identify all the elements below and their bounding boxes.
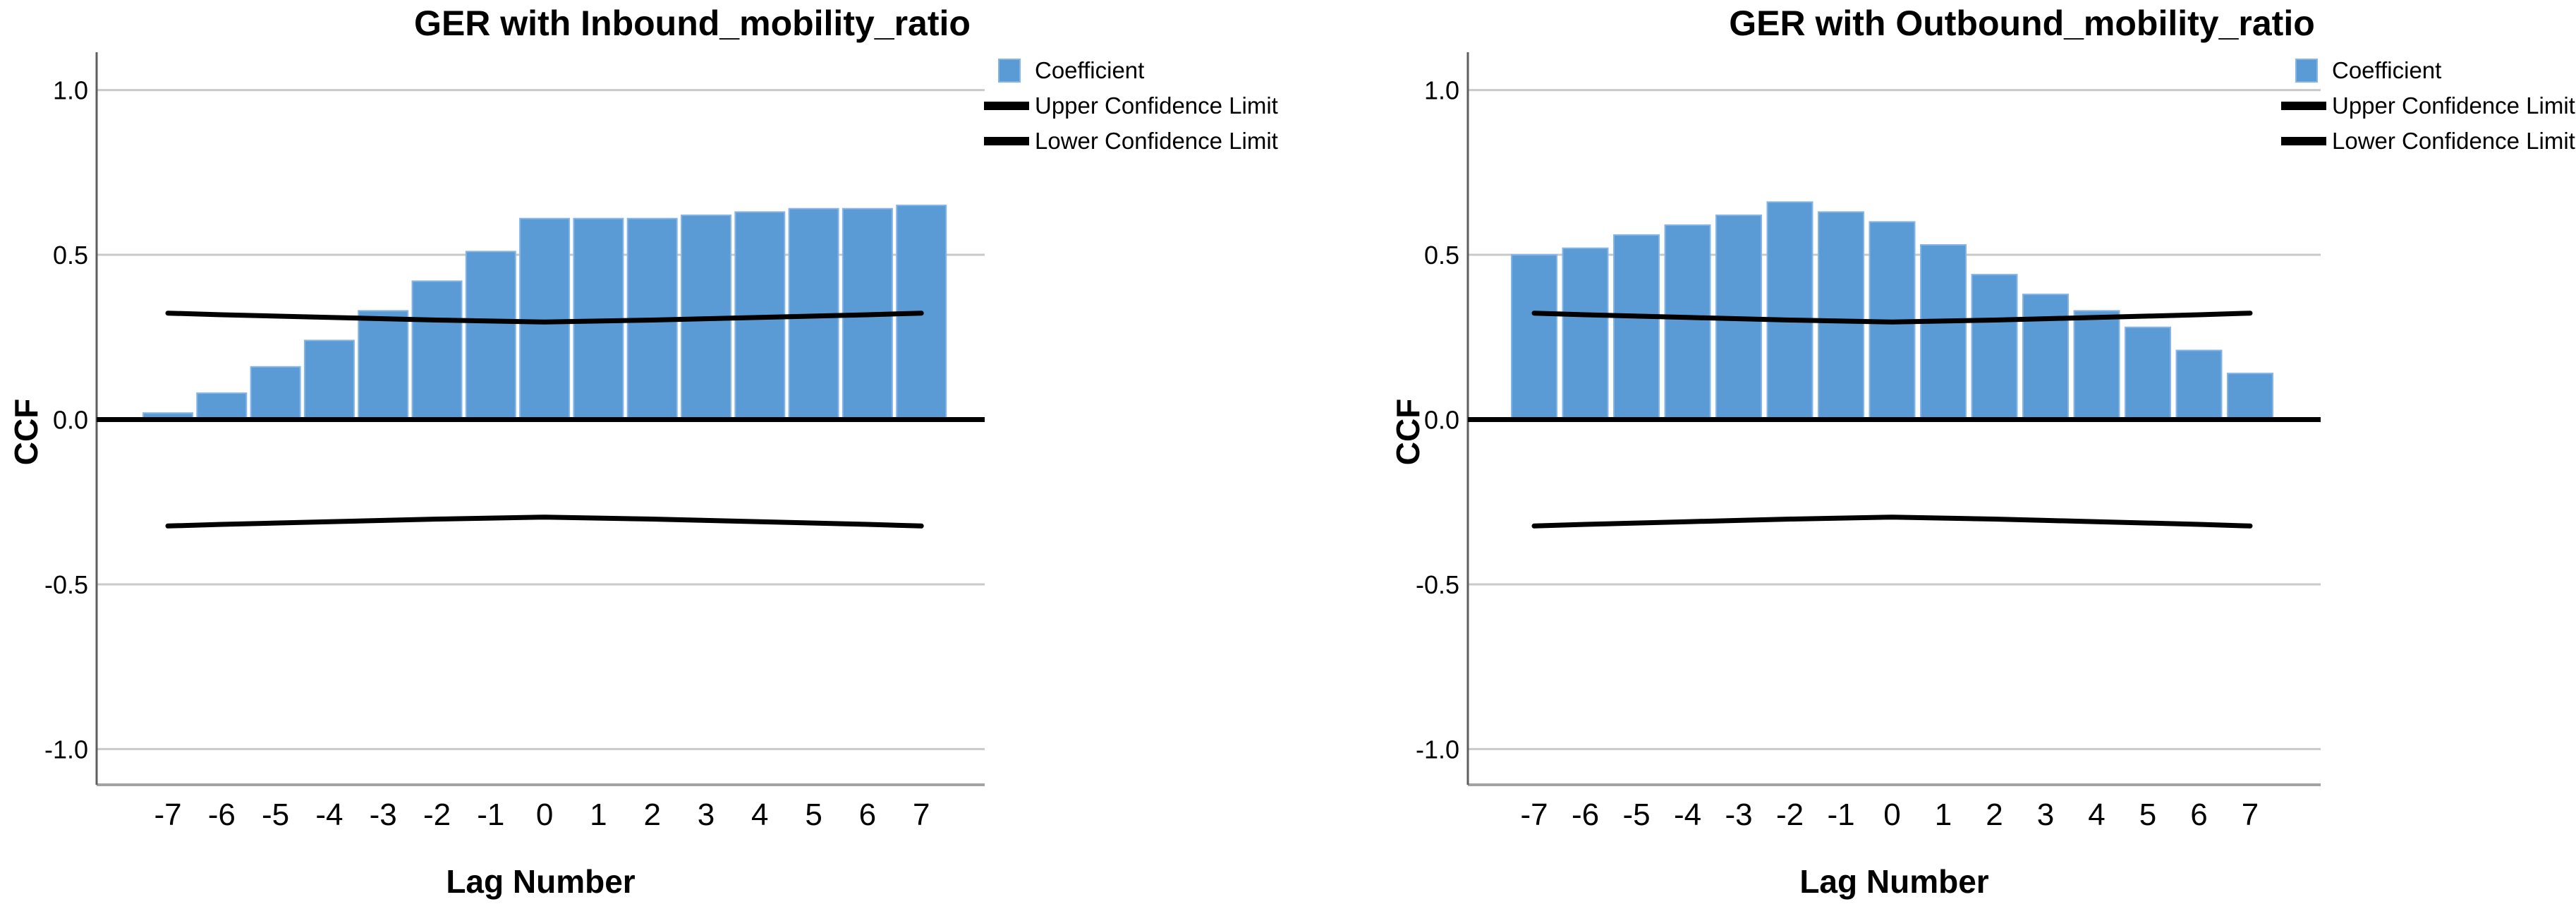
- x-tick-label: 2: [1986, 797, 2003, 832]
- legend-upper-limit-label: Upper Confidence Limit: [2332, 92, 2575, 119]
- lower-limit-line-swatch-icon: [2281, 137, 2326, 145]
- lower-confidence-line: [1531, 514, 2253, 529]
- y-tick-label: -0.5: [1416, 570, 1459, 599]
- x-tick-label: 4: [2088, 797, 2105, 832]
- lower-limit-line-swatch-icon: [984, 137, 1029, 145]
- x-tick-label: 6: [2190, 797, 2207, 832]
- coefficient-bar: [2125, 326, 2171, 421]
- coefficient-bar: [1920, 244, 1967, 421]
- x-tick-label: -3: [1725, 797, 1752, 832]
- y-tick-label: 0.5: [1424, 241, 1459, 270]
- x-tick-label: 6: [859, 797, 876, 832]
- y-axis-title: CCF: [1390, 398, 1426, 466]
- legend-item-coefficient: Coefficient: [984, 56, 1278, 85]
- x-tick-label: 5: [805, 797, 822, 832]
- x-tick-label: -2: [423, 797, 451, 832]
- upper-confidence-line: [1531, 311, 2253, 325]
- x-tick-label: -7: [154, 797, 181, 832]
- chart-title: GER with Inbound_mobility_ratio: [414, 4, 971, 43]
- coefficient-bar: [2175, 349, 2223, 421]
- x-axis-title: Lag Number: [1799, 863, 1989, 900]
- x-tick-label: -4: [1674, 797, 1701, 832]
- y-tick-label: 0.5: [53, 241, 88, 270]
- legend-upper-limit-label: Upper Confidence Limit: [1035, 92, 1278, 119]
- coefficient-bar: [1613, 234, 1660, 421]
- y-axis-title: CCF: [8, 398, 44, 466]
- legend-item-lower-limit: Lower Confidence Limit: [2281, 127, 2575, 155]
- coefficient-bar: [358, 310, 409, 421]
- x-tick-label: 1: [590, 797, 607, 832]
- coefficient-bar: [1664, 224, 1711, 421]
- legend-coefficient-label: Coefficient: [1035, 57, 1145, 83]
- legend-item-upper-limit: Upper Confidence Limit: [984, 92, 1278, 120]
- x-tick-label: -5: [262, 797, 289, 832]
- x-tick-label: -1: [1827, 797, 1854, 832]
- coefficient-bar: [250, 366, 301, 421]
- x-tick-label: -3: [370, 797, 397, 832]
- chart-title: GER with Outbound_mobility_ratio: [1729, 4, 2315, 43]
- upper-confidence-line: [165, 311, 924, 325]
- lower-confidence-line: [165, 514, 924, 529]
- x-tick-label: 0: [536, 797, 553, 832]
- plot-area: 1.0 0.5 0.0 -0.5 -1.0 -7 -6 -5 -4 -3 -2 -1 0 1 2 3 4 5 6 7: [1416, 52, 2321, 832]
- legend: Coefficient Upper Confidence Limit Lower…: [984, 56, 1278, 155]
- legend-item-lower-limit: Lower Confidence Limit: [984, 127, 1278, 155]
- y-tick-label: -1.0: [44, 735, 88, 764]
- coefficient-bar: [1971, 274, 2018, 421]
- coefficient-bar: [196, 392, 248, 421]
- coefficient-bar: [1766, 201, 1813, 421]
- x-tick-label: 7: [2242, 797, 2259, 832]
- plot-area: 1.0 0.5 0.0 -0.5 -1.0 -7 -6 -5 -4 -3 -2 -1 0 1 2 3 4 5 6 7: [44, 52, 985, 832]
- coefficient-bar: [411, 280, 463, 421]
- y-tick-label: 0.0: [1424, 406, 1459, 435]
- ccf-chart-inbound: GER with Inbound_mobility_ratio 1.0 0.5 0.…: [8, 4, 1278, 900]
- coefficient-bar: [2073, 310, 2120, 421]
- y-tick-label: -1.0: [1416, 735, 1459, 764]
- x-tick-label: -7: [1520, 797, 1548, 832]
- legend: Coefficient Upper Confidence Limit Lower…: [2281, 56, 2575, 155]
- coefficient-bar: [2022, 294, 2069, 421]
- x-axis-title: Lag Number: [446, 863, 636, 900]
- ccf-chart-outbound: GER with Outbound_mobility_ratio 1.0 0.5 0…: [1288, 0, 2576, 909]
- coefficient-bar: [1818, 211, 1864, 421]
- coefficient-bar: [303, 339, 355, 421]
- legend-lower-limit-label: Lower Confidence Limit: [1035, 128, 1278, 154]
- y-tick-label: 0.0: [53, 406, 88, 435]
- x-tick-label: -6: [208, 797, 236, 832]
- coefficient-bar: [1562, 247, 1609, 421]
- x-tick-label: -6: [1572, 797, 1599, 832]
- coefficient-bar: [1511, 254, 1557, 421]
- upper-limit-line-swatch-icon: [2281, 102, 2326, 110]
- x-tick-label: 2: [643, 797, 660, 832]
- legend-item-upper-limit: Upper Confidence Limit: [2281, 92, 2575, 120]
- x-tick-label: 3: [698, 797, 715, 832]
- y-tick-label: 1.0: [53, 76, 88, 105]
- legend-coefficient-label: Coefficient: [2332, 57, 2442, 83]
- x-tick-label: -1: [477, 797, 504, 832]
- legend-item-coefficient: Coefficient: [2281, 56, 2575, 85]
- x-tick-label: 4: [751, 797, 768, 832]
- legend-lower-limit-label: Lower Confidence Limit: [2332, 128, 2575, 154]
- x-tick-label: -2: [1776, 797, 1804, 832]
- x-tick-label: 3: [2037, 797, 2054, 832]
- coefficient-swatch-icon: [2295, 59, 2318, 83]
- coefficient-bar: [519, 217, 571, 421]
- x-tick-label: 7: [913, 797, 930, 832]
- y-tick-label: 1.0: [1424, 76, 1459, 105]
- x-tick-label: 5: [2139, 797, 2156, 832]
- x-tick-label: 0: [1883, 797, 1900, 832]
- coefficient-swatch-icon: [998, 59, 1021, 83]
- coefficient-bar: [465, 251, 516, 421]
- x-tick-label: -4: [315, 797, 343, 832]
- upper-limit-line-swatch-icon: [984, 102, 1029, 110]
- x-tick-label: -5: [1622, 797, 1650, 832]
- x-tick-label: 1: [1935, 797, 1952, 832]
- y-tick-label: -0.5: [44, 570, 88, 599]
- coefficient-bar: [2227, 373, 2273, 421]
